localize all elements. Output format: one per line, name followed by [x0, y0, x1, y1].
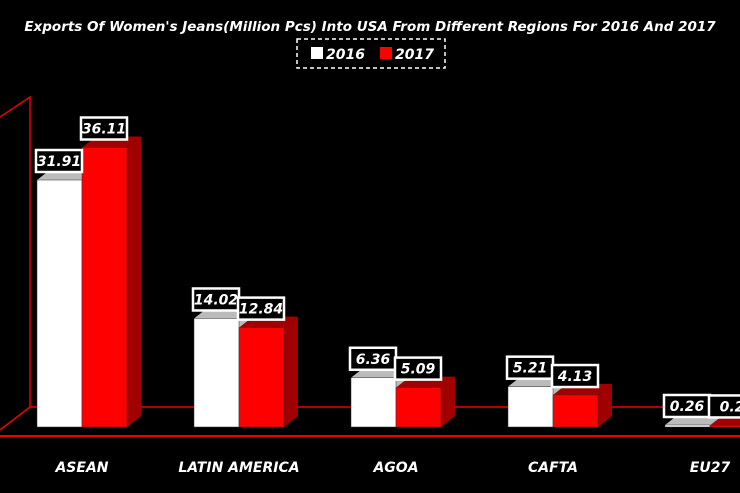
data-label: 5.21 — [505, 355, 555, 380]
data-label: 0.2 — [707, 394, 740, 419]
legend-label-2016: 2016 — [326, 47, 365, 63]
x-tick-label: ASEAN — [54, 460, 108, 476]
data-label-text: 0.2 — [720, 399, 740, 415]
legend-swatch-2017 — [380, 47, 392, 59]
data-label: 4.13 — [550, 363, 600, 389]
data-label-text: 36.11 — [82, 122, 126, 138]
x-tick-label: EU27 — [690, 460, 731, 476]
data-label: 0.26 — [662, 393, 712, 419]
data-label-text: 12.84 — [239, 302, 283, 318]
x-tick-label: CAFTA — [528, 460, 578, 476]
data-label-text: 5.09 — [401, 362, 436, 378]
bar-2017-asean — [81, 136, 141, 428]
bar-2017-latin-america — [238, 316, 298, 428]
legend-swatch-2016 — [311, 47, 323, 59]
bar-2017-agoa — [395, 376, 455, 428]
legend: 2016 2017 — [296, 38, 446, 69]
data-label: 6.36 — [348, 346, 398, 372]
data-label: 31.91 — [34, 148, 84, 174]
chart-title: Exports Of Women's Jeans(Million Pcs) In… — [24, 19, 716, 35]
legend-border — [296, 38, 446, 69]
x-tick-label: LATIN AMERICA — [178, 460, 299, 476]
data-label-text: 0.26 — [670, 399, 705, 415]
data-label: 12.84 — [236, 296, 286, 321]
data-label-text: 5.21 — [513, 361, 548, 377]
data-label-text: 31.91 — [37, 154, 81, 170]
data-label: 14.02 — [191, 287, 241, 312]
left-wall — [0, 95, 31, 431]
legend-label-2017: 2017 — [395, 47, 434, 63]
data-label-text: 6.36 — [356, 352, 391, 368]
bar-2017-cafta — [552, 384, 612, 428]
data-label-text: 14.02 — [194, 292, 238, 308]
data-label: 36.11 — [79, 116, 129, 141]
data-label: 5.09 — [393, 356, 443, 381]
data-label-text: 4.13 — [557, 369, 593, 385]
x-tick-label: AGOA — [372, 460, 418, 476]
